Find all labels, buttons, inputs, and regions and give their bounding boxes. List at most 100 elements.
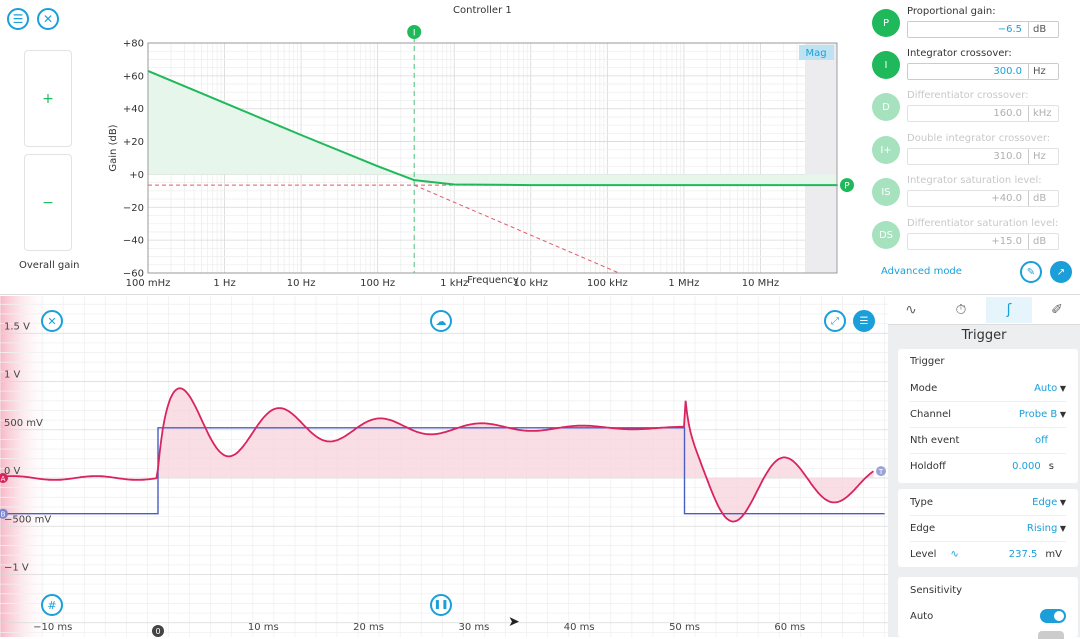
nth-event-value[interactable]: off: [1034, 434, 1048, 446]
gain-increase-button[interactable]: +: [24, 50, 72, 147]
bode-x-tick: 100 mHz: [126, 278, 171, 289]
level-label: Level: [910, 548, 937, 560]
autoscale-button[interactable]: ⤢: [824, 310, 846, 332]
controller-param-input[interactable]: +15.0 dB: [907, 233, 1059, 250]
scope-x-ticks: −10 ms 10 ms 20 ms 30 ms 40 ms 50 ms 60 ms: [33, 622, 805, 633]
level-value[interactable]: 237.5: [1008, 548, 1038, 560]
dropdown-icon: ▼: [1057, 383, 1066, 393]
controller-param-value: 300.0: [993, 66, 1022, 77]
scope-x-tick: 30 ms: [458, 622, 489, 633]
tab-waveform[interactable]: ∿: [888, 297, 934, 323]
trigger-time-marker[interactable]: 0: [152, 625, 164, 637]
bode-y-ticks: +80 +60 +40 +20 +0 −20 −40 −60: [123, 39, 144, 280]
holdoff-row[interactable]: Holdoff 0.000 s: [910, 453, 1066, 479]
tab-measure[interactable]: ✐: [1034, 297, 1080, 323]
bode-x-axis-label: Frequency: [467, 275, 519, 286]
trigger-time-marker-label: 0: [155, 627, 160, 636]
channel-b-marker-label: B: [1, 511, 6, 519]
bode-x-tick: 100 kHz: [587, 278, 628, 289]
channel-b-marker[interactable]: B: [0, 508, 8, 519]
pause-button[interactable]: ❚❚: [430, 594, 452, 616]
controller-param-input[interactable]: 300.0 Hz: [907, 63, 1059, 80]
mode-value[interactable]: Auto: [1034, 382, 1058, 394]
notes-button[interactable]: ✎: [1020, 261, 1042, 283]
close-button[interactable]: ✕: [37, 8, 59, 30]
auto-toggle[interactable]: [1040, 609, 1066, 623]
bode-frame: [147, 42, 838, 274]
gain-decrease-button[interactable]: −: [24, 154, 72, 251]
scope-x-tick: 40 ms: [564, 622, 595, 633]
nth-event-row[interactable]: Nth event off: [910, 427, 1066, 454]
controller-param-unit: dB: [1028, 234, 1058, 249]
trigger-edge-icon: ʃ: [1006, 302, 1012, 318]
controller-param-unit: kHz: [1028, 106, 1058, 121]
auto-sensitivity-row[interactable]: Auto: [910, 603, 1066, 629]
controller-param-input[interactable]: 310.0 Hz: [907, 148, 1059, 165]
channel-a-marker[interactable]: A: [0, 473, 8, 483]
proportional-marker[interactable]: P: [840, 178, 854, 193]
controller-param-value: 310.0: [993, 151, 1022, 162]
bode-y-tick: +60: [123, 71, 144, 82]
bode-x-tick: 1 kHz: [440, 278, 468, 289]
advanced-mode-link[interactable]: Advanced mode: [881, 266, 962, 277]
section-divider: [0, 294, 1080, 295]
sidebar-title: Trigger: [961, 328, 1007, 343]
auto-label: Auto: [910, 610, 934, 622]
grid-toggle-button[interactable]: #: [41, 594, 63, 616]
bode-plot-button[interactable]: ↗: [1050, 261, 1072, 283]
controller-badge[interactable]: IS: [872, 178, 900, 206]
probe-a-trace: [0, 387, 875, 523]
menu-button[interactable]: ☰: [7, 8, 29, 30]
scope-x-tick: −10 ms: [33, 622, 72, 633]
controller-badge[interactable]: DS: [872, 221, 900, 249]
controller-param-input[interactable]: −6.5 dB: [907, 21, 1059, 38]
cloud-export-button[interactable]: ☁: [430, 310, 452, 332]
tab-trigger[interactable]: ʃ: [986, 297, 1032, 323]
bode-x-tick: 10 kHz: [514, 278, 548, 289]
sine-wave-icon: ∿: [950, 548, 959, 560]
oscilloscope-plot[interactable]: 1.5 V 1 V 500 mV 0 V −500 mV −1 V −10 ms 10 ms…: [0, 296, 888, 637]
bode-plot[interactable]: +80 +60 +40 +20 +0 −20 −40 −60 100 mHz 1 Hz 10 Hz…: [100, 20, 860, 290]
controller-badge[interactable]: D: [872, 93, 900, 121]
bode-gain-curve: [147, 70, 837, 187]
holdoff-value[interactable]: 0.000: [1012, 460, 1041, 472]
proportional-marker-label: P: [844, 182, 850, 192]
secondary-toggle[interactable]: [1038, 631, 1064, 639]
edge-value[interactable]: Rising: [1026, 522, 1058, 534]
controller-param-input[interactable]: 160.0 kHz: [907, 105, 1059, 122]
level-row[interactable]: Level ∿ 237.5 mV: [910, 541, 1066, 567]
bode-title: Controller 1: [453, 5, 512, 16]
controller-param-unit: dB: [1028, 22, 1058, 37]
mouse-cursor-icon: ➤: [508, 614, 520, 630]
scope-y-tick: −1 V: [4, 563, 29, 574]
tab-timebase[interactable]: ⏱: [938, 297, 984, 323]
mag-badge[interactable]: [799, 45, 834, 60]
trigger-settings-card: Trigger Mode Auto ▼ Channel Probe B ▼ Nt…: [898, 349, 1078, 483]
zoom-fit-icon: ⤢: [831, 315, 839, 327]
integrator-marker[interactable]: I: [407, 25, 422, 39]
controller-param-label: Differentiator crossover:: [907, 90, 1029, 101]
controller-badge[interactable]: I+: [872, 136, 900, 164]
scope-y-tick: 500 mV: [4, 418, 43, 429]
type-row[interactable]: Type Edge ▼: [910, 489, 1066, 516]
controller-param-value: −6.5: [997, 24, 1022, 35]
mode-row[interactable]: Mode Auto ▼: [910, 375, 1066, 402]
edge-row[interactable]: Edge Rising ▼: [910, 515, 1066, 542]
controller-badge[interactable]: I: [872, 51, 900, 79]
scope-y-tick: 0 V: [4, 466, 21, 477]
bode-x-tick: 100 Hz: [360, 278, 395, 289]
controller-badge[interactable]: P: [872, 9, 900, 37]
scope-close-button[interactable]: ✕: [41, 310, 63, 332]
channel-value[interactable]: Probe B: [1018, 408, 1058, 420]
settings-toggle-button[interactable]: ☰: [853, 310, 875, 332]
scope-y-tick: 1.5 V: [4, 321, 30, 332]
type-value[interactable]: Edge: [1032, 496, 1058, 508]
channel-row[interactable]: Channel Probe B ▼: [910, 401, 1066, 428]
dropdown-icon: ▼: [1057, 523, 1066, 533]
controller-param-input[interactable]: +40.0 dB: [907, 190, 1059, 207]
close-icon: ✕: [42, 12, 54, 26]
controller-param-label: Differentiator saturation level:: [907, 218, 1059, 229]
bode-y-tick: −20: [123, 203, 144, 214]
dropdown-icon: ▼: [1057, 409, 1066, 419]
trigger-level-marker[interactable]: T: [876, 466, 886, 477]
